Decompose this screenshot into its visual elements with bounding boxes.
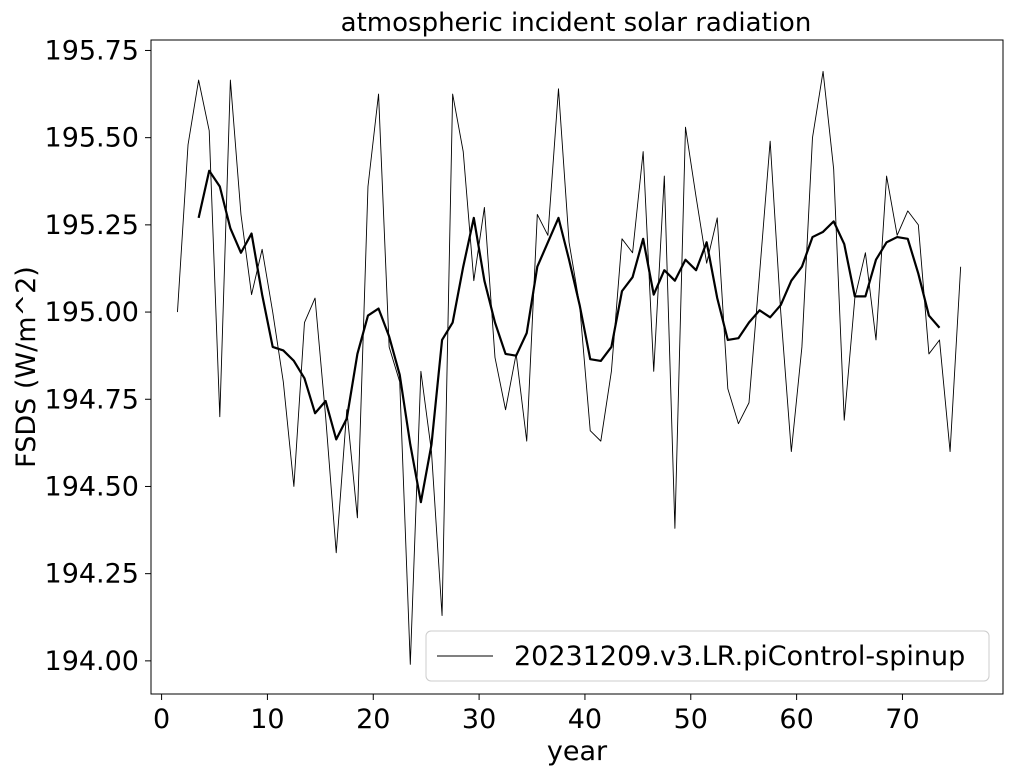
y-tick-label: 194.00 bbox=[45, 646, 139, 677]
y-tick-label: 195.00 bbox=[45, 297, 139, 328]
legend[interactable]: 20231209.v3.LR.piControl-spinup bbox=[425, 630, 990, 682]
x-tick-label: 20 bbox=[356, 704, 390, 735]
series-line-1 bbox=[197, 169, 941, 504]
x-tick-label: 60 bbox=[779, 704, 813, 735]
x-axis: 0 10 20 30 40 50 60 70 bbox=[153, 694, 920, 735]
y-axis-label: FSDS (W/m^2) bbox=[11, 266, 42, 468]
series-layer bbox=[177, 70, 962, 665]
legend-entry-label: 20231209.v3.LR.piControl-spinup bbox=[514, 641, 965, 672]
x-tick-label: 0 bbox=[153, 704, 170, 735]
plot-frame bbox=[150, 39, 1004, 695]
x-tick-label: 40 bbox=[568, 704, 602, 735]
series-line-0 bbox=[177, 70, 962, 665]
legend-box bbox=[425, 630, 990, 682]
x-tick-label: 50 bbox=[674, 704, 708, 735]
y-axis: 194.00 194.25 194.50 194.75 195.00 195.25 195.… bbox=[45, 35, 151, 677]
x-tick-label: 70 bbox=[885, 704, 919, 735]
y-tick-label: 195.75 bbox=[45, 35, 139, 66]
y-tick-label: 194.75 bbox=[45, 384, 139, 415]
y-tick-label: 194.25 bbox=[45, 559, 139, 590]
y-tick-label: 194.50 bbox=[45, 471, 139, 502]
x-axis-label: year bbox=[547, 736, 608, 767]
y-tick-label: 195.25 bbox=[45, 210, 139, 241]
x-tick-label: 30 bbox=[462, 704, 496, 735]
y-tick-label: 195.50 bbox=[45, 123, 139, 154]
x-tick-label: 10 bbox=[250, 704, 284, 735]
chart-title: atmospheric incident solar radiation bbox=[341, 8, 812, 38]
